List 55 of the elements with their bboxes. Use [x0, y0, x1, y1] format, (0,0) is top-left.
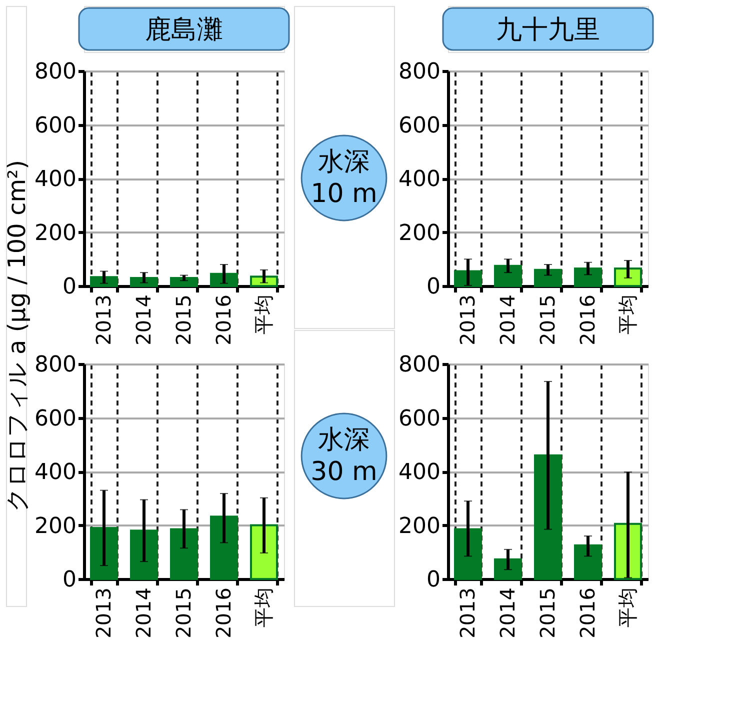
x-tick-label: 2015 — [172, 588, 196, 638]
bar — [534, 454, 562, 580]
x-tick-label: 平均 — [616, 588, 640, 628]
chart-title: 鹿島灘 — [145, 15, 223, 45]
x-tick-label: 2014 — [132, 294, 156, 346]
bar — [130, 530, 158, 580]
y-axis-title: クロロフィル a (μg / 100 cm²) — [3, 160, 31, 512]
x-tick-label: 2015 — [536, 294, 560, 346]
y-tick-label: 800 — [34, 60, 76, 84]
y-tick-label: 200 — [398, 220, 440, 246]
y-tick-label: 0 — [62, 274, 76, 300]
x-tick-label: 2013 — [92, 294, 116, 346]
y-tick-label: 200 — [34, 514, 76, 539]
x-tick-label: 2016 — [576, 294, 600, 346]
y-tick-label: 400 — [34, 167, 76, 192]
y-tick-label: 600 — [398, 113, 440, 138]
x-tick-label: 2013 — [456, 588, 480, 638]
x-tick-label: 2014 — [496, 294, 520, 346]
x-tick-label: 2013 — [92, 588, 116, 638]
x-tick-label: 2016 — [212, 588, 236, 638]
bar — [170, 528, 198, 580]
y-tick-label: 400 — [398, 460, 440, 485]
y-tick-label: 600 — [34, 406, 76, 432]
x-tick-label: 平均 — [252, 588, 276, 628]
y-tick-label: 800 — [398, 352, 440, 378]
text: 水深 10 m — [310, 147, 378, 209]
x-tick-label: 平均 — [252, 294, 276, 334]
x-tick-label: 2015 — [536, 588, 560, 638]
x-tick-label: 2015 — [172, 294, 196, 346]
bar — [210, 516, 238, 580]
y-tick-label: 400 — [34, 460, 76, 485]
y-tick-label: 200 — [398, 514, 440, 539]
y-tick-label: 600 — [34, 113, 76, 138]
x-tick-label: 平均 — [616, 294, 640, 334]
bar — [614, 522, 642, 580]
x-tick-label: 2016 — [212, 294, 236, 346]
y-tick-label: 0 — [426, 274, 440, 300]
y-tick-label: 800 — [398, 60, 440, 84]
x-tick-label: 2014 — [496, 588, 520, 638]
x-tick-label: 2016 — [576, 588, 600, 638]
bar — [454, 528, 482, 580]
chart-title: 九十九里 — [496, 15, 600, 45]
bar — [574, 544, 602, 580]
bar — [250, 524, 278, 580]
y-tick-label: 800 — [34, 352, 76, 378]
y-tick-label: 600 — [398, 406, 440, 432]
x-tick-label: 2013 — [456, 294, 480, 346]
bar — [494, 558, 522, 580]
y-tick-label: 200 — [34, 220, 76, 246]
y-tick-label: 0 — [62, 568, 76, 592]
text: 水深 30 m — [310, 425, 378, 487]
y-tick-label: 400 — [398, 167, 440, 192]
y-tick-label: 0 — [426, 568, 440, 592]
x-tick-label: 2014 — [132, 588, 156, 638]
bar — [90, 526, 118, 580]
